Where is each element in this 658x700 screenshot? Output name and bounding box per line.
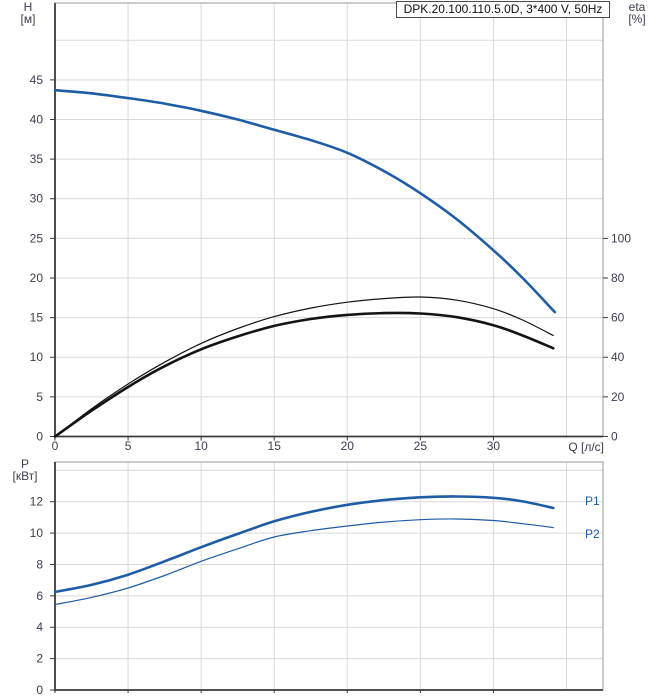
y-tick-label: 6 xyxy=(36,589,43,603)
y-tick-label: 5 xyxy=(36,390,43,404)
y-tick-label: 8 xyxy=(36,557,43,571)
h-axis-unit: [м] xyxy=(20,12,36,26)
h-axis-symbol: H xyxy=(23,0,33,14)
series-P1 xyxy=(53,495,555,594)
series-H xyxy=(53,88,557,314)
hq-chart-axes xyxy=(54,3,603,438)
q-axis-title: Q [л/с] xyxy=(568,440,604,454)
p-axis-symbol: P xyxy=(20,457,29,471)
x-tick-label: 5 xyxy=(125,439,132,453)
y2-tick-label: 20 xyxy=(611,390,625,404)
x-tick-label: 25 xyxy=(414,439,428,453)
y2-tick-label: 40 xyxy=(611,350,625,364)
series-eta1 xyxy=(54,296,554,438)
x-tick-label: 10 xyxy=(194,439,208,453)
y-tick-label: 0 xyxy=(36,683,43,697)
hq-chart-ticks xyxy=(50,79,608,441)
p1-series-label: P1 xyxy=(585,494,600,508)
pq-chart: 0 2 4 6 8 10 12 xyxy=(30,461,604,697)
x-tick-label: 30 xyxy=(487,439,501,453)
y-tick-label: 20 xyxy=(30,271,44,285)
y-tick-label: 2 xyxy=(36,652,43,666)
x-tick-label: 15 xyxy=(268,439,282,453)
hq-chart-grid xyxy=(55,3,603,437)
hq-chart: 0 5 10 15 20 25 30 0 5 10 15 20 25 30 35 40 45 0 20 40 60 80 1… xyxy=(30,2,632,453)
y-tick-label: 10 xyxy=(30,526,44,540)
x-tick-label: 0 xyxy=(52,439,59,453)
y2-tick-label: 100 xyxy=(611,231,631,245)
y-tick-label: 40 xyxy=(30,112,44,126)
pq-chart-ticks xyxy=(50,501,494,693)
series-P2 xyxy=(54,518,554,606)
pq-chart-tick-labels: 0 2 4 6 8 10 12 xyxy=(30,495,44,697)
y2-tick-label: 60 xyxy=(611,311,625,325)
y-tick-label: 35 xyxy=(30,152,44,166)
y-tick-label: 4 xyxy=(36,620,43,634)
eta-axis-title: eta [%] xyxy=(620,1,654,25)
y-tick-label: 30 xyxy=(30,192,44,206)
p-axis-unit: [кВт] xyxy=(12,469,38,483)
y-tick-label: 45 xyxy=(30,73,44,87)
hq-chart-tick-labels: 0 5 10 15 20 25 30 0 5 10 15 20 25 30 35 40 45 0 20 40 60 80 1… xyxy=(30,73,632,453)
y-tick-label: 15 xyxy=(30,311,44,325)
y-tick-label: 0 xyxy=(36,430,43,444)
hq-chart-frame xyxy=(54,2,604,437)
eta-axis-symbol: eta xyxy=(628,0,646,14)
y2-tick-label: 0 xyxy=(611,430,618,444)
y-tick-label: 25 xyxy=(30,231,44,245)
pq-chart-axes xyxy=(54,462,603,691)
p-axis-title: P [кВт] xyxy=(4,458,46,482)
p2-series-label: P2 xyxy=(585,527,600,541)
pump-model-title-box: DPK.20.100.110.5.0D, 3*400 V, 50Hz xyxy=(396,1,610,18)
x-tick-label: 20 xyxy=(341,439,355,453)
pq-chart-frame xyxy=(54,461,604,691)
y2-tick-label: 80 xyxy=(611,271,625,285)
series-eta2 xyxy=(53,311,555,438)
eta-axis-unit: [%] xyxy=(628,12,646,26)
h-axis-title: H [м] xyxy=(12,1,44,25)
pq-chart-grid xyxy=(55,462,603,690)
y-tick-label: 10 xyxy=(30,350,44,364)
y-tick-label: 12 xyxy=(30,495,44,509)
